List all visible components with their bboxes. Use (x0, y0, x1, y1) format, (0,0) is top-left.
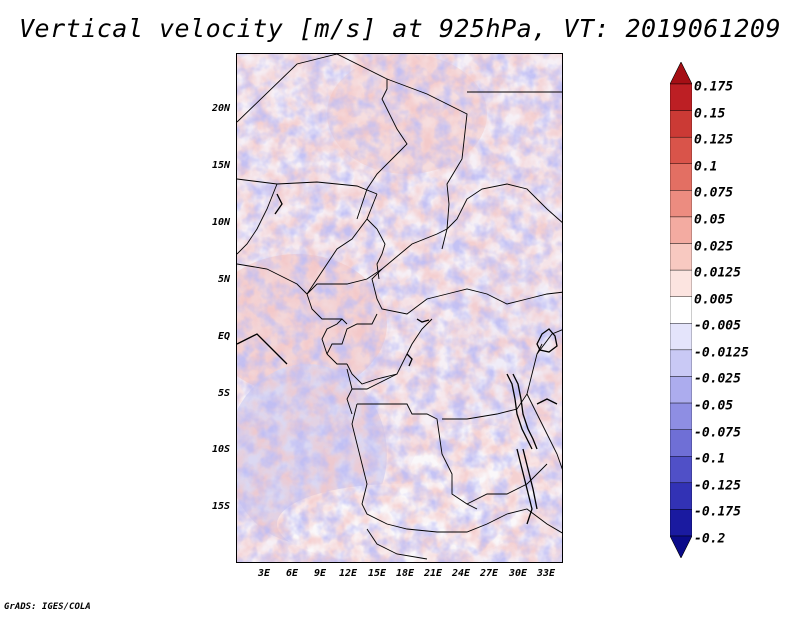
colorbar-bin (670, 376, 692, 404)
colorbar-label: -0.1 (694, 451, 726, 467)
lat-label-15s: 15S (211, 501, 230, 512)
colorbar-label: 0.0125 (694, 265, 741, 281)
colorbar-label: 0.005 (694, 292, 734, 308)
lon-label-24e: 24E (451, 568, 471, 579)
country-borders (237, 54, 562, 560)
lat-label-5n: 5N (217, 274, 230, 285)
lat-label-5s: 5S (217, 388, 230, 399)
colorbar-label: -0.175 (694, 504, 741, 520)
colorbar-top-arrow (670, 62, 692, 85)
colorbar-bin (670, 482, 692, 510)
colorbar-label: -0.125 (694, 478, 741, 494)
colorbar-label: 0.025 (694, 239, 734, 255)
colorbar-label: -0.0125 (694, 345, 749, 361)
colorbar-label: 0.15 (694, 106, 726, 122)
colorbar-bin (670, 349, 692, 377)
colorbar-label: 0.1 (694, 159, 718, 175)
lat-label-10s: 10S (211, 444, 230, 455)
lat-label-eq: EQ (217, 331, 230, 342)
lon-label-21e: 21E (423, 568, 443, 579)
colorbar-label: 0.075 (694, 185, 734, 201)
map-panel (236, 53, 563, 563)
colorbar-label: 0.125 (694, 132, 734, 148)
lon-label-3e: 3E (257, 568, 271, 579)
lon-label-15e: 15E (367, 568, 387, 579)
colorbar-label: -0.005 (694, 318, 741, 334)
colorbar-bin (670, 216, 692, 244)
colorbar (670, 62, 692, 558)
lat-label-15n: 15N (211, 160, 230, 171)
colorbar-label: 0.175 (694, 79, 734, 95)
colorbar-bin (670, 509, 692, 537)
lon-label-18e: 18E (395, 568, 415, 579)
colorbar-bin (670, 429, 692, 457)
chart-title: Vertical velocity [m/s] at 925hPa, VT: 2… (18, 14, 781, 43)
colorbar-label: 0.05 (694, 212, 726, 228)
grads-credit: GrADS: IGES/COLA (4, 602, 91, 612)
colorbar-bin (670, 456, 692, 484)
lon-label-9e: 9E (313, 568, 327, 579)
colorbar-bin (670, 323, 692, 351)
colorbar-bin (670, 402, 692, 430)
colorbar-bin (670, 83, 692, 111)
velocity-map (237, 54, 562, 562)
downward-motion-field (237, 54, 562, 562)
lat-label-10n: 10N (211, 217, 230, 228)
lon-label-12e: 12E (338, 568, 358, 579)
colorbar-label: -0.2 (694, 531, 726, 547)
colorbar-bin (670, 136, 692, 164)
lakes-and-coast (237, 193, 558, 525)
lon-label-6e: 6E (285, 568, 299, 579)
colorbar-bin (670, 163, 692, 191)
colorbar-bin (670, 269, 692, 297)
colorbar-label: -0.05 (694, 398, 734, 414)
colorbar-bottom-arrow (670, 535, 692, 558)
lon-label-33e: 33E (536, 568, 556, 579)
lon-label-30e: 30E (508, 568, 528, 579)
colorbar-bin (670, 110, 692, 138)
colorbar-bin (670, 243, 692, 271)
lon-label-27e: 27E (479, 568, 499, 579)
colorbar-label: -0.075 (694, 425, 741, 441)
lat-label-20n: 20N (211, 103, 230, 114)
colorbar-bin (670, 296, 692, 324)
colorbar-label: -0.025 (694, 371, 741, 387)
colorbar-bin (670, 190, 692, 218)
